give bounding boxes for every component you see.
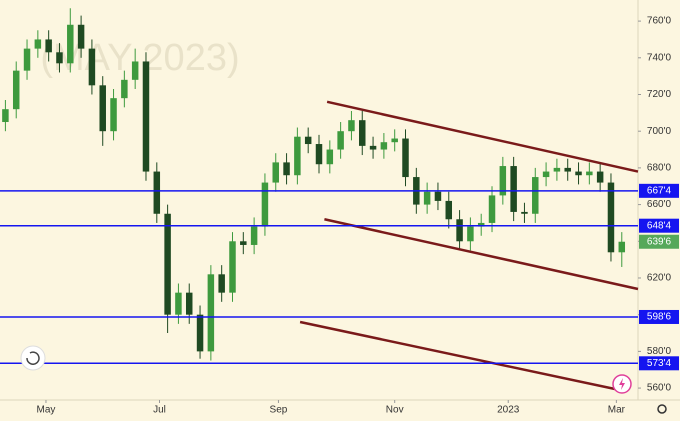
candle-body (2, 109, 9, 123)
x-tick-label: 2023 (497, 405, 520, 416)
event-bolt (619, 378, 625, 390)
x-tick-label: Mar (608, 405, 626, 416)
candle-body (434, 191, 442, 201)
candle-body (380, 142, 388, 150)
candle-body (77, 24, 85, 49)
candle-body (510, 166, 517, 212)
candle-body (131, 61, 139, 80)
candle-body (618, 241, 626, 253)
candle-body (499, 166, 507, 196)
price-label: 648'4 (647, 220, 672, 231)
price-label: 598'6 (647, 312, 672, 323)
watermark: (MAY 2023) (40, 37, 239, 79)
x-tick-label: May (37, 405, 56, 416)
candle-body (294, 136, 301, 176)
candle-body (488, 195, 496, 223)
y-tick-label: 580'0 (647, 346, 672, 357)
y-tick-label: 760'0 (647, 16, 672, 27)
x-tick-label: Sep (270, 405, 288, 416)
candle-body (250, 226, 258, 245)
candle-body (607, 182, 615, 253)
y-tick-label: 560'0 (647, 383, 672, 394)
candle-body (45, 39, 52, 53)
candle-body (229, 241, 236, 293)
candle-body (23, 48, 31, 71)
y-tick-label: 620'0 (647, 273, 672, 284)
candle-body (196, 314, 204, 352)
candle-body (369, 145, 377, 150)
candle-body (575, 171, 582, 176)
candle-body (337, 131, 344, 150)
candle-body (348, 120, 355, 132)
x-tick-label: Nov (386, 405, 404, 416)
candle-body (315, 144, 323, 165)
candle-body (326, 149, 334, 165)
candle-body (391, 138, 398, 143)
trend-line (324, 218, 639, 291)
candle-body (542, 171, 550, 178)
price-label-box (639, 183, 679, 198)
candle-body (467, 226, 474, 242)
candle-body (359, 120, 366, 146)
candle-body (164, 213, 171, 315)
candle-body (283, 162, 290, 176)
candle-body (67, 24, 74, 64)
candle-body (56, 52, 63, 64)
candle-body (564, 167, 571, 172)
candle-body (445, 200, 453, 220)
price-label-box (639, 234, 679, 249)
y-tick-label: 720'0 (647, 89, 672, 100)
y-tick-label: 680'0 (647, 163, 672, 174)
candle-body (99, 85, 106, 132)
settings-icon[interactable] (657, 404, 667, 414)
price-label: 573'4 (647, 358, 672, 369)
candle-body (477, 222, 485, 227)
candle-body (521, 211, 528, 214)
candle-body (88, 48, 96, 86)
candle-body (34, 39, 42, 49)
price-label: 667'4 (647, 185, 672, 196)
candle-body (175, 292, 182, 315)
trend-line (299, 320, 620, 392)
price-label: 639'6 (647, 236, 672, 247)
y-tick-label: 740'0 (647, 52, 672, 63)
price-label-box (639, 309, 679, 324)
candle-body (12, 70, 20, 110)
candle-body (586, 171, 593, 176)
trend-line (326, 100, 639, 173)
candle-body (153, 171, 161, 214)
candle-body (240, 241, 247, 245)
candle-body (553, 167, 561, 172)
candle-body (532, 177, 539, 214)
candle-body (456, 219, 463, 242)
candle-body (304, 136, 312, 145)
y-tick-label: 700'0 (647, 126, 672, 137)
candle-body (402, 138, 409, 178)
candle-body (185, 292, 193, 315)
candle-body (596, 171, 604, 183)
candle-body (121, 79, 128, 99)
candle-body (110, 98, 117, 132)
price-label-box (639, 356, 679, 371)
reset-icon (26, 351, 40, 365)
y-tick-label: 660'0 (647, 199, 672, 210)
price-label-box (639, 218, 679, 233)
x-tick-label: Jul (153, 405, 166, 416)
candle-body (423, 191, 431, 205)
candle-body (272, 162, 279, 183)
reset-button[interactable] (20, 345, 46, 371)
candle-body (218, 274, 225, 293)
candle-body (142, 61, 150, 172)
candle-body (207, 274, 215, 352)
candle-body (261, 182, 269, 227)
